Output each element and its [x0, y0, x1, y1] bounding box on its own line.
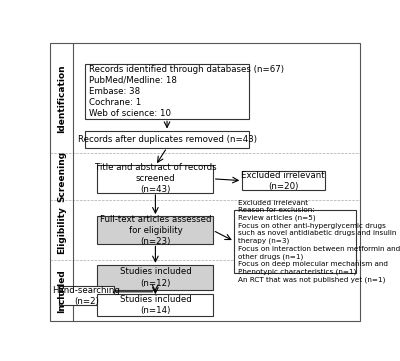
FancyBboxPatch shape: [98, 217, 213, 244]
Text: Studies included
(n=12): Studies included (n=12): [120, 268, 191, 288]
FancyBboxPatch shape: [234, 209, 356, 273]
Text: Records identified through databases (n=67)
PubMed/Medline: 18
Embase: 38
Cochra: Records identified through databases (n=…: [89, 65, 284, 118]
FancyBboxPatch shape: [98, 165, 213, 192]
FancyBboxPatch shape: [85, 131, 249, 148]
FancyBboxPatch shape: [59, 286, 114, 305]
Text: Excluded irrelevant
Reason for exclusion:
Review articles (n=5)
Focus on other a: Excluded irrelevant Reason for exclusion…: [238, 200, 400, 283]
Text: Included: Included: [57, 269, 66, 313]
FancyBboxPatch shape: [242, 171, 325, 190]
Text: Excluded irrelevant
(n=20): Excluded irrelevant (n=20): [242, 171, 325, 191]
FancyBboxPatch shape: [98, 294, 213, 316]
Text: Identification: Identification: [57, 64, 66, 132]
Text: Title and abstract of records
screened
(n=43): Title and abstract of records screened (…: [94, 163, 216, 195]
Text: Screening: Screening: [57, 151, 66, 202]
Text: Studies included
(n=14): Studies included (n=14): [120, 295, 191, 315]
Text: Full-text articles assessed
for eligibility
(n=23): Full-text articles assessed for eligibil…: [100, 215, 211, 246]
FancyBboxPatch shape: [98, 265, 213, 290]
Text: Records after duplicates removed (n=43): Records after duplicates removed (n=43): [78, 135, 256, 144]
Text: Eligibility: Eligibility: [57, 206, 66, 254]
Text: Hand-searching
(n=2): Hand-searching (n=2): [52, 286, 120, 306]
FancyBboxPatch shape: [85, 64, 249, 119]
